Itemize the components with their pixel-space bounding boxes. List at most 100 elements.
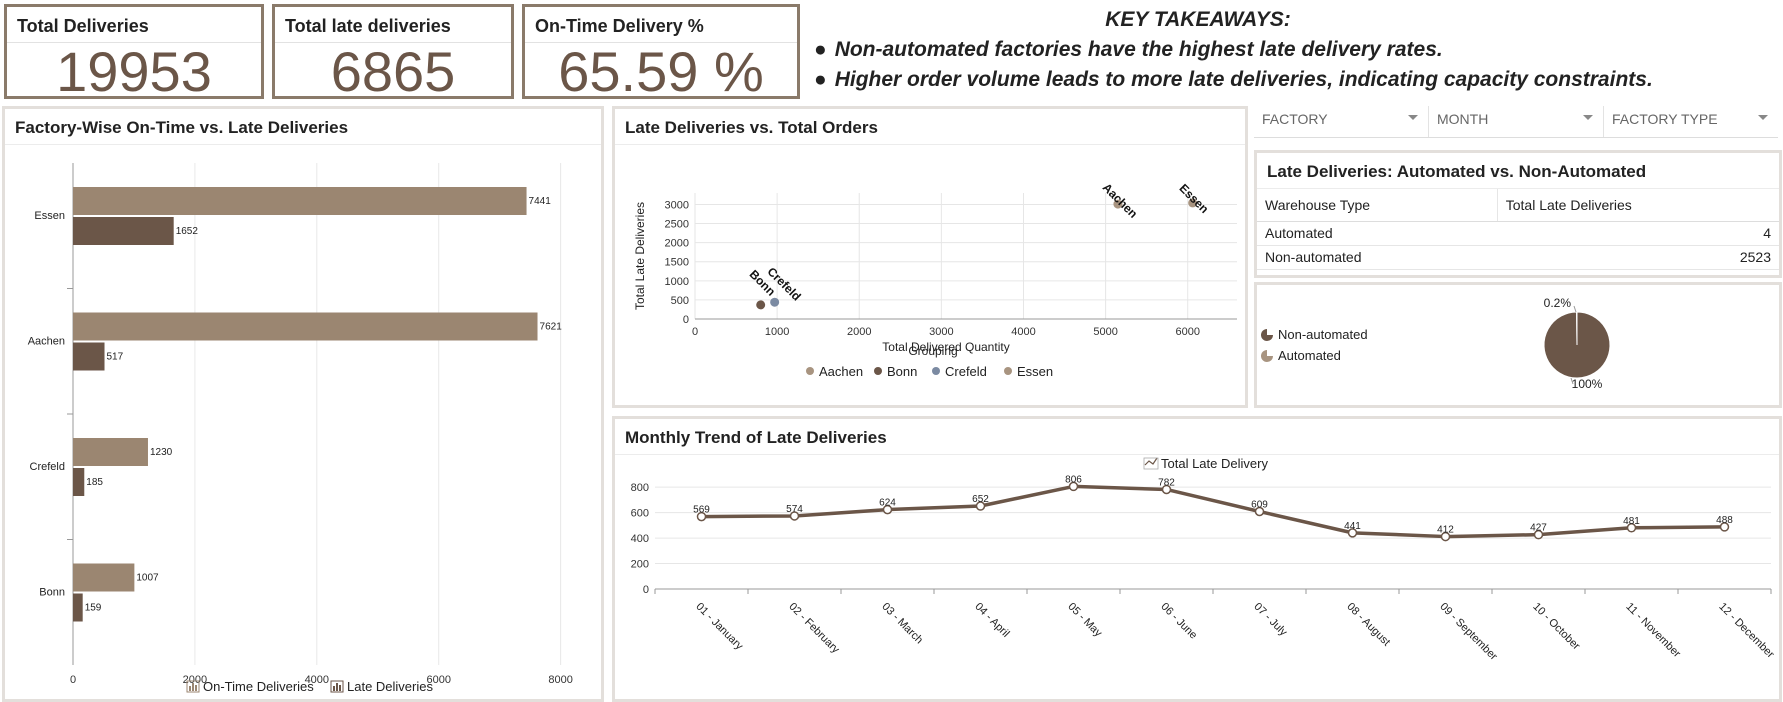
chevron-down-icon bbox=[1758, 115, 1768, 120]
bar-on-time bbox=[73, 563, 135, 592]
data-label: 806 bbox=[1065, 474, 1082, 485]
panel-title: Late Deliveries vs. Total Orders bbox=[615, 109, 1245, 145]
legend-item-non-automated[interactable]: Non-automated bbox=[1261, 327, 1368, 342]
table-cell: Non-automated bbox=[1257, 245, 1498, 270]
scatter-point bbox=[1113, 199, 1123, 209]
y-tick-label: 200 bbox=[631, 559, 649, 571]
line-point bbox=[789, 511, 800, 521]
table-header[interactable]: Total Late Deliveries bbox=[1496, 189, 1779, 222]
line-point bbox=[1440, 531, 1451, 542]
y-tick-label: 500 bbox=[671, 295, 689, 307]
y-tick-label: Crefeld bbox=[30, 461, 65, 473]
x-tick-label: 3000 bbox=[929, 326, 953, 338]
x-tick-label: 0 bbox=[70, 674, 76, 686]
line-point bbox=[1254, 506, 1265, 517]
slicer-label: FACTORY TYPE bbox=[1612, 111, 1718, 127]
data-label: 7621 bbox=[540, 322, 563, 333]
y-tick-label: 1500 bbox=[665, 257, 689, 269]
x-tick-label: 6000 bbox=[426, 674, 450, 686]
monthly-line-chart: 0 200 400 600 800 569 574 624 652 806 782 609 441 412… bbox=[631, 456, 1777, 663]
kpi-title: Total Deliveries bbox=[7, 7, 261, 43]
x-tick-label: 6000 bbox=[1175, 326, 1199, 338]
legend-label: Aachen bbox=[819, 364, 863, 379]
bar-late bbox=[73, 217, 174, 245]
point-label: Essen bbox=[1177, 181, 1212, 216]
monthly-chart-panel: Monthly Trend of Late Deliveries 0 200 400… bbox=[612, 416, 1782, 702]
x-tick-label: 09 - September bbox=[1437, 601, 1499, 663]
chevron-down-icon bbox=[1408, 115, 1418, 120]
table-row: Non-automated 2523 bbox=[1257, 245, 1779, 270]
data-label: 481 bbox=[1623, 516, 1640, 527]
legend-marker bbox=[1004, 367, 1012, 375]
series-line bbox=[701, 484, 1725, 539]
data-label: 441 bbox=[1344, 521, 1361, 532]
x-tick-label: 07 - July bbox=[1251, 601, 1289, 639]
data-label: 569 bbox=[693, 505, 710, 516]
kpi-value: 6865 bbox=[330, 40, 456, 103]
legend-item-automated[interactable]: Automated bbox=[1261, 348, 1368, 363]
pie-data-label: 0.2% bbox=[1544, 296, 1572, 310]
table-cell: Automated bbox=[1257, 221, 1498, 246]
x-axis-title: Total Delivered Quantity bbox=[882, 340, 1009, 354]
scatter-chart: 0 500 1000 1500 2000 2500 3000 0 1000 2000 3000 400… bbox=[633, 180, 1237, 379]
bar-legend-icon bbox=[330, 680, 344, 693]
legend-label: Crefeld bbox=[945, 364, 987, 379]
y-tick-label: 1000 bbox=[665, 276, 689, 288]
month-slicer[interactable]: MONTH bbox=[1429, 106, 1604, 137]
line-point bbox=[1626, 523, 1637, 533]
data-label: 624 bbox=[879, 498, 896, 509]
bar-legend-icon bbox=[195, 685, 197, 691]
table-header[interactable]: Warehouse Type bbox=[1257, 189, 1498, 222]
slicer-label: FACTORY bbox=[1262, 111, 1328, 127]
y-tick-label: 600 bbox=[631, 508, 649, 520]
x-tick-label: 1000 bbox=[765, 326, 789, 338]
y-tick-label: 0 bbox=[643, 584, 649, 596]
legend-title: Grouping bbox=[908, 344, 957, 358]
bar-legend-icon bbox=[339, 685, 341, 691]
kpi-value: 19953 bbox=[56, 40, 212, 103]
scatter-point bbox=[770, 297, 780, 307]
pie-legend-icon bbox=[1261, 328, 1273, 341]
kpi-title: On-Time Delivery % bbox=[525, 7, 797, 43]
line-point bbox=[882, 504, 893, 515]
kpi-on-time-pct: On-Time Delivery % 65.59 % bbox=[522, 4, 800, 100]
factory-chart-panel: Factory-Wise On-Time vs. Late Deliveries… bbox=[2, 106, 604, 702]
table-cell: 4 bbox=[1497, 221, 1779, 246]
x-tick-label: 10 - October bbox=[1530, 601, 1582, 653]
line-point bbox=[975, 501, 986, 511]
y-tick-label: Bonn bbox=[39, 587, 65, 599]
takeaway-item: Non-automated factories have the highest… bbox=[814, 38, 1768, 62]
key-takeaways: KEY TAKEAWAYS: Non-automated factories h… bbox=[808, 8, 1768, 98]
y-tick-label: Aachen bbox=[28, 336, 65, 348]
chevron-down-icon bbox=[1583, 115, 1593, 120]
y-axis-title: Total Late Deliveries bbox=[633, 202, 647, 310]
bar-late bbox=[73, 593, 83, 622]
factory-slicer[interactable]: FACTORY bbox=[1254, 106, 1429, 137]
y-tick-label: 0 bbox=[683, 314, 689, 326]
bar-legend-icon bbox=[192, 683, 194, 691]
data-label: 1652 bbox=[176, 226, 199, 237]
legend-marker bbox=[806, 367, 814, 375]
factory-type-slicer[interactable]: FACTORY TYPE bbox=[1604, 106, 1778, 137]
data-label: 782 bbox=[1158, 477, 1175, 488]
takeaway-item: Higher order volume leads to more late d… bbox=[814, 68, 1768, 92]
line-point bbox=[1719, 522, 1730, 532]
bar-on-time bbox=[73, 312, 538, 341]
data-label: 652 bbox=[972, 494, 989, 505]
pie-legend-icon bbox=[1261, 349, 1273, 362]
data-label: 1230 bbox=[150, 447, 173, 458]
x-tick-label: 06 - June bbox=[1158, 601, 1199, 642]
scatter-point bbox=[756, 300, 766, 310]
legend-label: Essen bbox=[1017, 364, 1053, 379]
pie-leader-line bbox=[1570, 377, 1574, 385]
y-tick-label: 800 bbox=[631, 482, 649, 494]
pie-legend: Non-automated Automated bbox=[1261, 327, 1368, 369]
line-point bbox=[1533, 529, 1544, 540]
slicer-label: MONTH bbox=[1437, 111, 1489, 127]
kpi-title: Total late deliveries bbox=[275, 7, 511, 43]
data-label: 185 bbox=[86, 477, 103, 488]
bar-on-time bbox=[73, 438, 148, 466]
line-point bbox=[1068, 481, 1079, 492]
bar-on-time bbox=[73, 187, 527, 215]
data-label: 159 bbox=[85, 603, 102, 614]
